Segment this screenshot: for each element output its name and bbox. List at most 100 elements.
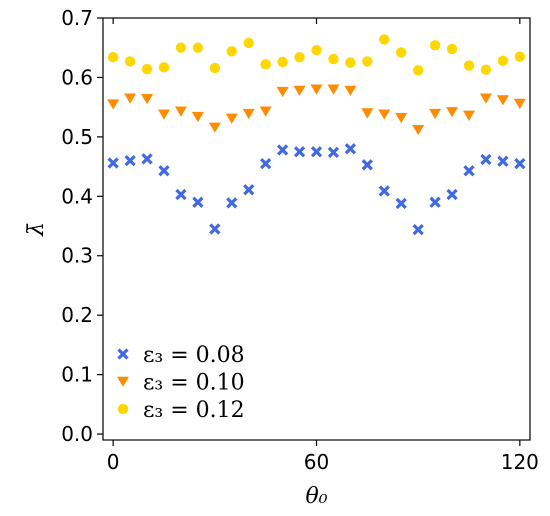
data-point [294,52,305,63]
data-point [141,94,154,105]
data-point [412,124,425,136]
marker-stroke [310,146,323,158]
x-tick-label: 60 [304,450,329,474]
x-axis: 0 60 120 [107,18,539,474]
data-point [209,62,221,74]
data-point [191,111,204,123]
data-point [463,60,475,71]
data-point [361,108,374,119]
data-point [158,165,170,177]
data-point [277,56,288,68]
marker-stroke [141,153,153,165]
marker-stroke [124,155,136,167]
data-point [412,65,424,76]
marker-stroke [429,196,441,208]
data-point [242,108,255,120]
data-point [429,108,442,120]
legend-label: ε₃ = 0.12 [143,398,245,423]
marker-stroke [327,146,340,158]
y-tick-label: 0.5 [61,125,93,149]
data-point [497,155,509,167]
legend-label: ε₃ = 0.08 [143,343,245,368]
y-tick-label: 0.3 [61,244,93,268]
data-point [480,64,492,75]
data-point [225,113,238,124]
marker-stroke [107,157,119,169]
data-point [463,165,475,177]
data-point [276,144,289,156]
data-point [513,98,526,109]
data-point [327,84,340,95]
data-point [378,109,391,120]
data-point [293,146,306,158]
marker-stroke [276,144,289,156]
marker-stroke [480,153,492,166]
series-1 [107,84,526,136]
data-point [479,93,492,104]
data-point [378,185,390,197]
marker-stroke [361,159,373,171]
data-point [412,223,424,236]
data-point [514,157,526,170]
data-point [396,47,407,58]
data-point [379,34,390,45]
y-tick-label: 0.2 [61,303,93,327]
legend-label: ε₃ = 0.10 [143,371,245,396]
marker-stroke [260,157,272,170]
data-point [446,188,458,201]
legend-marker [117,348,129,360]
y-tick-label: 0.7 [61,6,93,30]
series-2 [107,34,526,76]
data-point [141,63,153,75]
series-0 [107,143,526,236]
marker-stroke [192,196,204,208]
data-point [226,197,238,209]
data-point [328,53,339,65]
data-point [446,43,458,55]
data-point [311,44,322,56]
series-layer [107,34,526,236]
y-axis: 0.0 0.1 0.2 0.3 0.4 0.5 0.6 0.7 [61,6,103,446]
x-axis-label: θ₀ [305,484,327,509]
data-point [327,146,340,158]
data-point [260,157,272,170]
marker-stroke [226,197,238,209]
data-point [158,62,170,73]
data-point [107,52,119,63]
marker-stroke [243,184,255,196]
data-point [496,95,509,106]
marker-stroke [344,143,357,155]
data-point [260,59,271,70]
marker-stroke [497,155,509,167]
data-point [344,143,357,155]
data-point [208,122,221,133]
data-point [124,56,136,67]
data-point [243,184,255,196]
marker-stroke [175,188,187,201]
data-point [429,196,441,208]
marker-stroke [412,223,424,236]
data-point [226,46,237,57]
data-point [429,40,441,51]
data-point [310,146,323,158]
y-axis-label: λ̄ [24,222,49,237]
data-point [124,93,137,104]
marker-stroke [117,348,129,360]
data-point [497,55,509,66]
data-point [124,155,136,167]
data-point [344,85,357,96]
data-point [175,188,187,201]
marker-stroke [378,185,390,197]
data-point [276,86,289,98]
data-point [310,84,323,95]
data-point [175,42,187,53]
data-point [259,106,272,117]
data-point [345,57,356,68]
marker-stroke [514,157,526,170]
x-tick-label: 120 [501,450,539,474]
marker-stroke [293,146,306,158]
data-point [395,197,407,210]
data-point [192,196,204,208]
